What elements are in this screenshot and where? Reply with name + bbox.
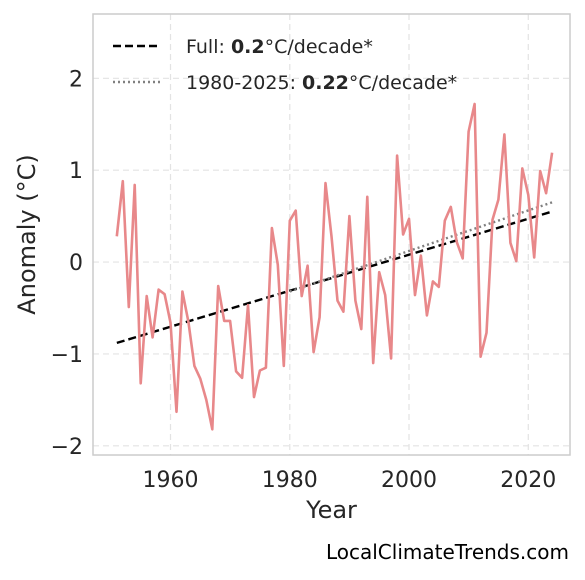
x-tick-label: 2000 [381,468,437,493]
legend-suffix: °C/decade* [349,72,457,94]
y-tick-label: −2 [51,435,83,460]
x-tick-label: 2020 [500,468,556,493]
plot-frame [92,13,571,456]
x-ticks: 1960 1980 2000 2020 [143,468,557,493]
y-tick-label: 2 [69,67,83,92]
legend-value: 0.2 [231,36,265,58]
legend: Full: 0.2°C/decade*1980-2025: 0.22°C/dec… [113,36,457,94]
legend-value: 0.22 [302,72,349,94]
series [115,102,554,431]
y-tick-label: −1 [51,343,83,368]
credit-text: LocalClimateTrends.com [325,540,569,564]
x-tick-label: 1980 [262,468,318,493]
legend-prefix: 1980-2025: [186,72,302,94]
anomaly-series-line [115,102,554,431]
x-axis-label: Year [305,496,357,524]
legend-entry: Full: 0.2°C/decade* [186,36,373,58]
legend-entry: 1980-2025: 0.22°C/decade* [186,72,457,94]
legend-suffix: °C/decade* [265,36,373,58]
x-tick-label: 1960 [143,468,199,493]
y-tick-label: 1 [69,159,83,184]
legend-prefix: Full: [186,36,231,58]
y-tick-label: 0 [69,251,83,276]
y-ticks: −2 −1 0 1 2 [51,67,83,460]
y-axis-label: Anomaly (°C) [13,154,41,314]
